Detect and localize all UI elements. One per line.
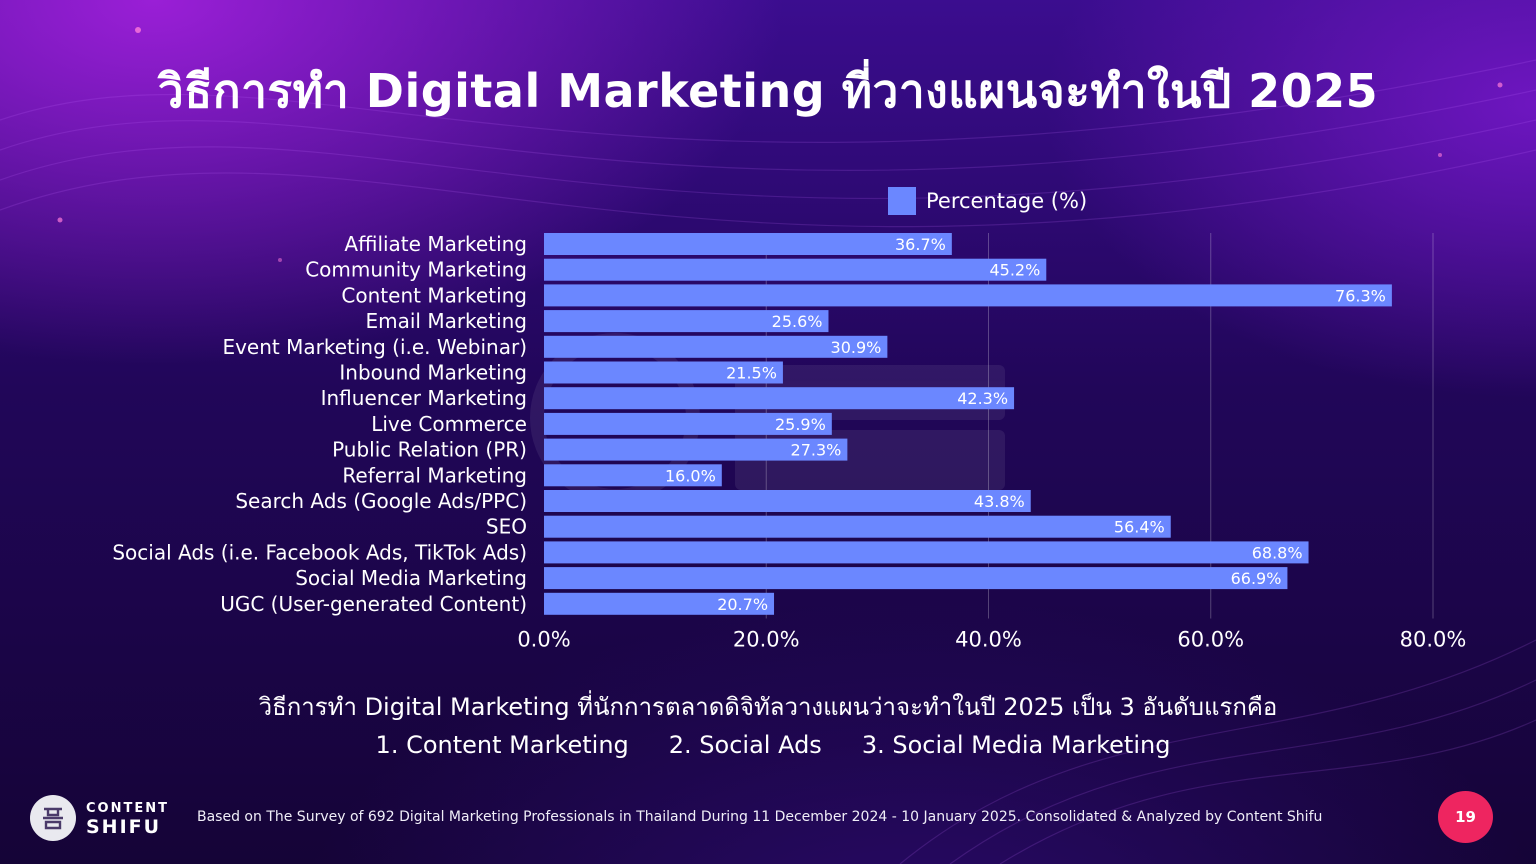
bar-value-label: 20.7%: [717, 595, 768, 614]
summary-item-1: 1. Content Marketing: [375, 731, 629, 759]
page-title: วิธีการทำ Digital Marketing ที่วางแผนจะท…: [157, 64, 1379, 118]
summary-text: วิธีการทำ Digital Marketing ที่นักการตลา…: [258, 693, 1278, 721]
bar: [544, 464, 722, 487]
x-tick-label: 40.0%: [955, 628, 1022, 652]
category-label: Search Ads (Google Ads/PPC): [235, 489, 527, 513]
bar-value-label: 42.3%: [957, 389, 1008, 408]
bar-value-label: 16.0%: [665, 466, 716, 485]
category-label: Live Commerce: [371, 412, 527, 436]
footnote: Based on The Survey of 692 Digital Marke…: [197, 809, 1323, 825]
category-label: Social Ads (i.e. Facebook Ads, TikTok Ad…: [112, 540, 527, 564]
logo-mark-icon: [30, 795, 76, 841]
x-tick-label: 20.0%: [733, 628, 800, 652]
summary-item-3: 3. Social Media Marketing: [861, 731, 1171, 759]
bar: [544, 387, 1015, 410]
category-label: SEO: [486, 515, 527, 539]
bar-value-label: 25.9%: [775, 415, 826, 434]
bar-value-label: 76.3%: [1335, 286, 1386, 305]
x-tick-label: 0.0%: [517, 628, 570, 652]
bar: [544, 515, 1171, 538]
page-number-badge: 19: [1438, 791, 1493, 843]
category-label: Public Relation (PR): [332, 438, 527, 462]
logo-text-bottom: SHIFU: [86, 816, 162, 838]
bar-value-label: 43.8%: [974, 492, 1025, 511]
bar-value-label: 66.9%: [1231, 569, 1282, 588]
brand-logo: CONTENT SHIFU: [30, 795, 169, 841]
bar-value-label: 36.7%: [895, 235, 946, 254]
summary: วิธีการทำ Digital Marketing ที่นักการตลา…: [0, 688, 1536, 764]
x-tick-label: 80.0%: [1400, 628, 1467, 652]
bar: [544, 361, 783, 384]
logo-text-top: CONTENT: [86, 801, 169, 816]
legend-swatch: [888, 187, 916, 215]
bar-value-label: 25.6%: [772, 312, 823, 331]
category-label: Referral Marketing: [342, 463, 527, 487]
bar-value-label: 30.9%: [831, 338, 882, 357]
bar-value-label: 68.8%: [1252, 543, 1303, 562]
x-tick-label: 60.0%: [1177, 628, 1244, 652]
category-label: Event Marketing (i.e. Webinar): [222, 335, 527, 359]
bar: [544, 592, 775, 615]
bar: [544, 412, 832, 435]
category-label: Email Marketing: [365, 309, 527, 333]
bar: [544, 233, 952, 255]
category-label: Affiliate Marketing: [344, 232, 527, 256]
category-label: Social Media Marketing: [295, 566, 527, 590]
bar: [544, 284, 1392, 307]
category-label: UGC (User-generated Content): [220, 592, 527, 616]
bar: [544, 310, 829, 333]
category-label: Inbound Marketing: [339, 361, 527, 385]
bar-value-label: 56.4%: [1114, 518, 1165, 537]
bar: [544, 335, 888, 358]
bar: [544, 490, 1031, 512]
summary-item-2: 2. Social Ads: [668, 731, 822, 759]
bar: [544, 258, 1047, 281]
category-label: Community Marketing: [305, 258, 527, 282]
bar-value-label: 27.3%: [791, 441, 842, 460]
bar: [544, 541, 1309, 564]
category-label: Content Marketing: [341, 283, 527, 307]
bar-value-label: 21.5%: [726, 364, 777, 383]
bar: [544, 567, 1288, 590]
chart-legend: Percentage (%): [888, 187, 1087, 215]
legend-label: Percentage (%): [926, 189, 1088, 213]
summary-items: 1. Content Marketing 2. Social Ads 3. So…: [10, 726, 1536, 764]
category-label: Influencer Marketing: [321, 386, 527, 410]
bar-value-label: 45.2%: [989, 261, 1040, 280]
bar: [544, 438, 848, 461]
